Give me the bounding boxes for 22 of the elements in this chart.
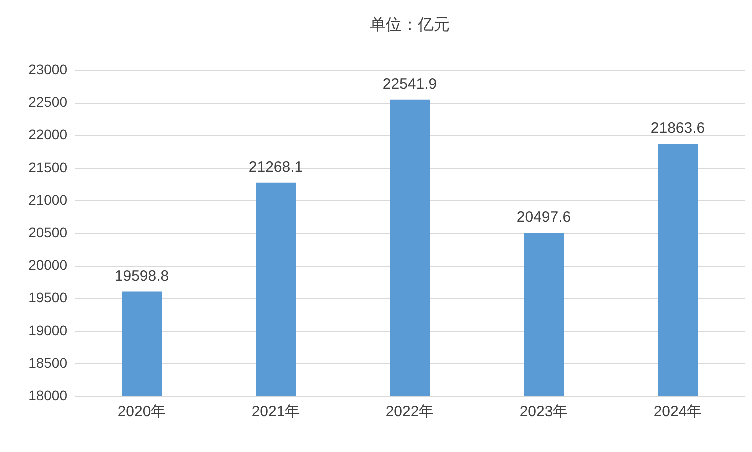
y-tick-label: 19500	[28, 290, 68, 306]
chart-title: 单位：亿元	[370, 16, 450, 34]
y-tick-label: 21000	[28, 192, 68, 208]
y-tick-label: 22500	[28, 94, 68, 110]
y-tick-label: 18500	[28, 354, 68, 371]
data-label: 21863.6	[650, 120, 706, 138]
data-label: 22541.9	[382, 76, 438, 93]
x-tick-label: 2024年	[654, 404, 702, 420]
x-tick-label: 2022年	[386, 404, 434, 420]
y-tick-label: 18000	[28, 388, 68, 404]
y-tick-label: 20000	[28, 257, 68, 274]
x-tick-label: 2023年	[520, 404, 568, 420]
y-tick-label: 23000	[28, 62, 68, 78]
y-tick-label: 20500	[28, 224, 68, 240]
y-tick-label: 19000	[28, 322, 68, 338]
x-tick-label: 2020年	[118, 404, 166, 420]
data-label: 19598.8	[114, 268, 170, 285]
data-label: 20497.6	[516, 209, 572, 226]
data-label: 21268.1	[248, 158, 304, 176]
y-tick-label: 22000	[28, 126, 68, 143]
x-tick-label: 2021年	[252, 404, 300, 420]
y-tick-label: 21500	[28, 159, 68, 176]
